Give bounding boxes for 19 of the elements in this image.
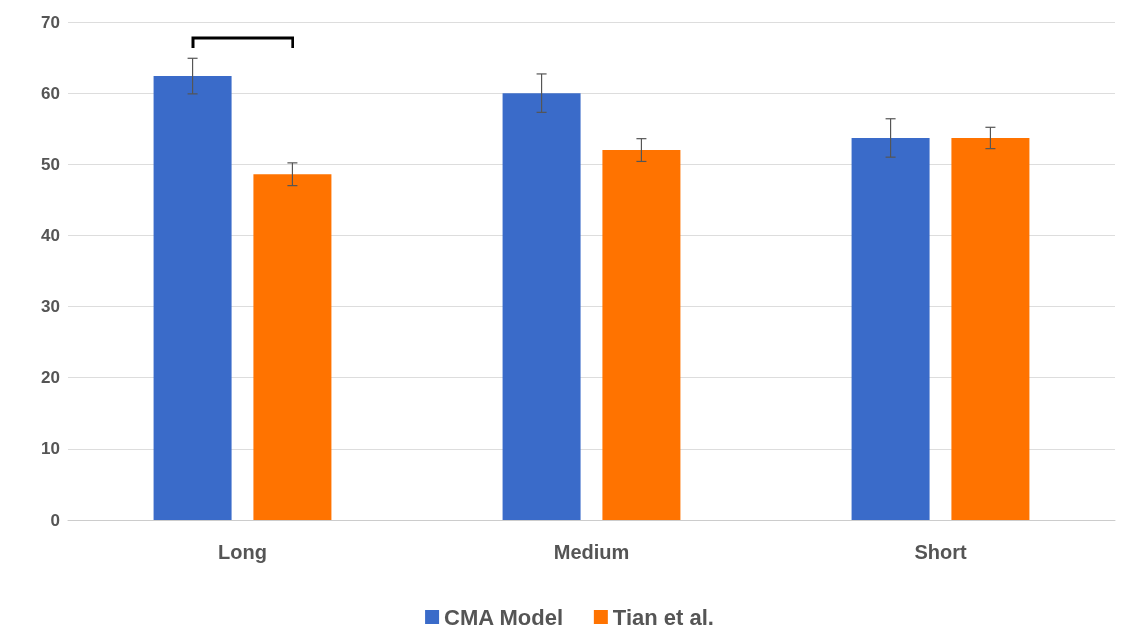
y-tick-label: 70: [41, 12, 60, 32]
bar: [851, 137, 930, 520]
bar: [253, 174, 332, 520]
x-tick-label: Long: [218, 541, 267, 563]
y-tick-label: 40: [41, 225, 60, 245]
y-tick-label: 0: [50, 510, 60, 530]
bar: [153, 76, 232, 520]
x-tick-label: Medium: [553, 541, 630, 563]
y-tick-label: 20: [41, 368, 60, 388]
y-tick-label: 30: [41, 297, 60, 317]
legend-label: Tian et al.: [612, 604, 714, 630]
y-tick-label: 50: [41, 154, 60, 174]
x-tick-label: Short: [914, 541, 967, 563]
bar: [951, 137, 1030, 520]
legend-label: CMA Model: [444, 604, 564, 630]
y-tick-label: 10: [41, 439, 60, 459]
y-tick-label: 60: [41, 83, 60, 103]
bar: [602, 150, 681, 520]
bar: [502, 93, 581, 520]
